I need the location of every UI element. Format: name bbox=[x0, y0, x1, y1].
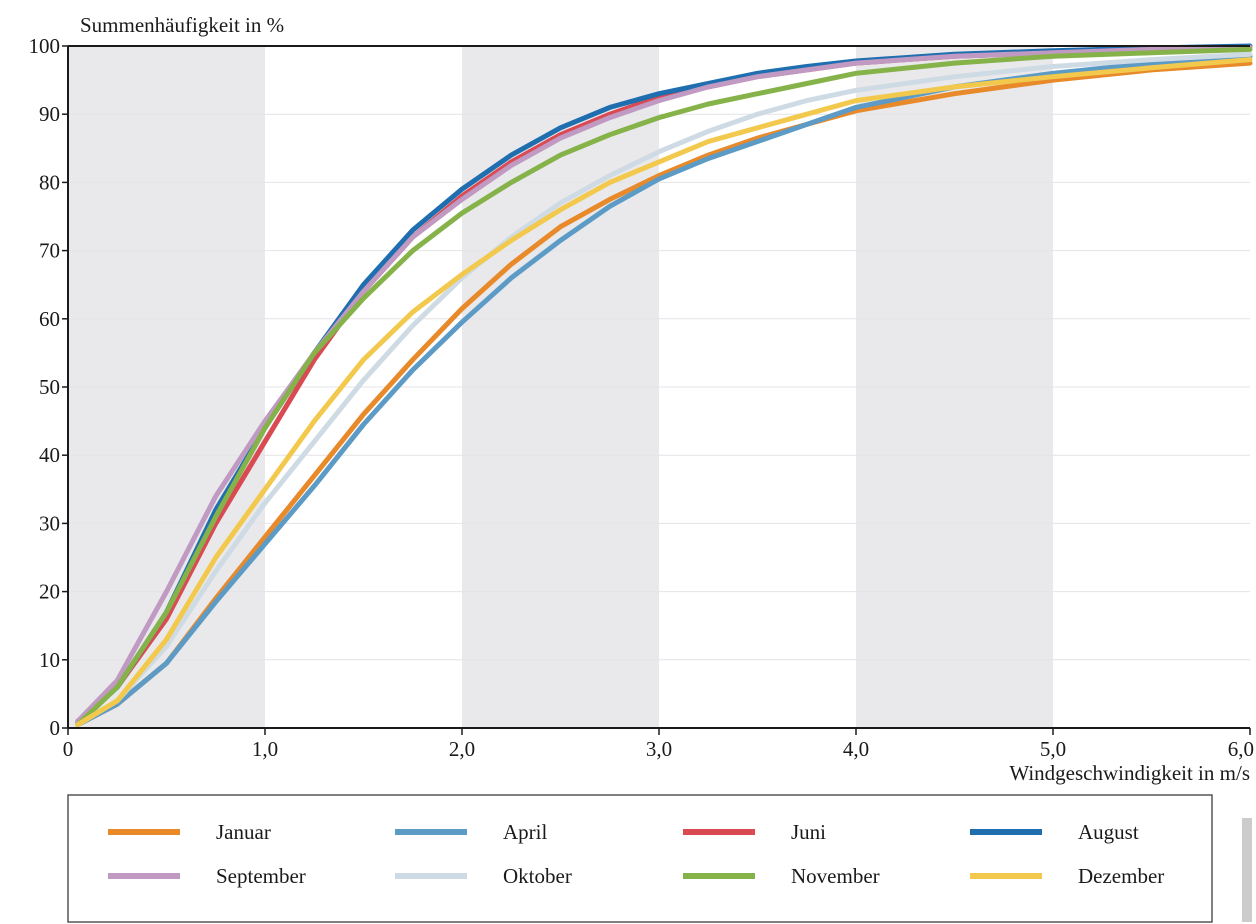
y-tick-label-100: 100 bbox=[29, 34, 61, 58]
legend-label-september: September bbox=[216, 864, 306, 888]
y-tick-label-70: 70 bbox=[39, 239, 60, 263]
series-line-januar bbox=[75, 60, 1253, 728]
series-line-november bbox=[75, 46, 1253, 728]
y-tick-label-20: 20 bbox=[39, 580, 60, 604]
legend-label-juni: Juni bbox=[791, 820, 826, 844]
legend-label-august: August bbox=[1078, 820, 1139, 844]
x-tick-label-0: 0 bbox=[63, 737, 74, 761]
x-tick-label-4: 4,0 bbox=[843, 737, 869, 761]
legend-label-november: November bbox=[791, 864, 880, 888]
y-tick-label-80: 80 bbox=[39, 170, 60, 194]
y-tick-label-90: 90 bbox=[39, 102, 60, 126]
x-tick-label-6: 6,0 bbox=[1228, 737, 1254, 761]
y-tick-label-10: 10 bbox=[39, 648, 60, 672]
tick-labels: 0 10 20 30 40 50 60 70 80 90 100 0 1,0 2,0 3,0 4,0 5,0 6,… bbox=[29, 34, 1255, 761]
legend-label-januar: Januar bbox=[216, 820, 271, 844]
series-lines bbox=[75, 43, 1253, 728]
x-tick-label-2: 2,0 bbox=[449, 737, 475, 761]
y-tick-label-40: 40 bbox=[39, 443, 60, 467]
x-tick-label-5: 5,0 bbox=[1040, 737, 1066, 761]
legend-frame bbox=[67, 794, 1213, 923]
y-tick-label-60: 60 bbox=[39, 307, 60, 331]
x-tick-label-1: 1,0 bbox=[252, 737, 278, 761]
series-line-oktober bbox=[75, 51, 1253, 728]
legend-label-april: April bbox=[503, 820, 547, 844]
legend-label-oktober: Oktober bbox=[503, 864, 572, 888]
y-axis-title: Summenhäufigkeit in % bbox=[80, 13, 284, 37]
legend-label-dezember: Dezember bbox=[1078, 864, 1164, 888]
x-axis-title: Windgeschwindigkeit in m/s bbox=[1009, 761, 1250, 785]
series-line-september bbox=[75, 44, 1253, 724]
series-line-dezember bbox=[75, 57, 1253, 728]
x-tick-label-3: 3,0 bbox=[646, 737, 672, 761]
legend-shadow bbox=[1242, 818, 1252, 922]
legend: Januar April Juni August September Oktober Nov… bbox=[67, 794, 1252, 923]
y-tick-label-50: 50 bbox=[39, 375, 60, 399]
axes bbox=[62, 45, 1251, 735]
y-tick-label-30: 30 bbox=[39, 511, 60, 535]
y-tick-label-0: 0 bbox=[50, 716, 61, 740]
